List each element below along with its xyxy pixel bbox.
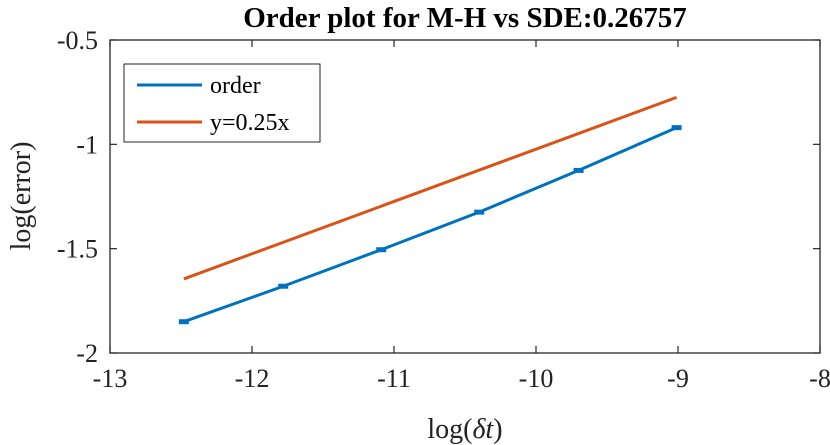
data-point-marker xyxy=(376,247,387,253)
y-tick-label: -0.5 xyxy=(57,26,98,55)
x-tick-label: -10 xyxy=(519,364,554,393)
y-axis-label: log(error) xyxy=(6,142,37,251)
series-line-reference xyxy=(183,95,678,281)
data-point-marker xyxy=(573,167,584,173)
data-point-marker xyxy=(474,209,485,215)
y-tick-label: -2 xyxy=(76,339,98,368)
plot-frame xyxy=(109,39,821,354)
x-axis-ticks: -13 -12 -11 -10 -9 -8 xyxy=(93,40,830,393)
x-tick-label: -9 xyxy=(667,364,689,393)
y-axis-ticks: -2 -1.5 -1 -0.5 xyxy=(57,26,820,368)
legend-label-order: order xyxy=(210,73,261,99)
x-axis-label: log(δt) xyxy=(427,414,502,445)
data-point-marker xyxy=(278,283,289,289)
x-tick-label: -13 xyxy=(93,364,128,393)
x-tick-label: -11 xyxy=(377,364,411,393)
data-point-marker xyxy=(178,319,189,325)
legend-box xyxy=(123,63,321,143)
y-tick-label: -1 xyxy=(76,130,98,159)
legend-label-reference: y=0.25x xyxy=(210,110,290,136)
y-tick-label: -1.5 xyxy=(57,235,98,264)
chart-title: Order plot for M-H vs SDE:0.26757 xyxy=(243,2,687,34)
x-tick-label: -8 xyxy=(809,364,830,393)
series-line-order xyxy=(183,126,678,324)
series-layer xyxy=(178,95,682,325)
legend: order y=0.25x xyxy=(123,63,321,143)
data-point-marker xyxy=(671,125,682,131)
x-tick-label: -12 xyxy=(235,364,270,393)
